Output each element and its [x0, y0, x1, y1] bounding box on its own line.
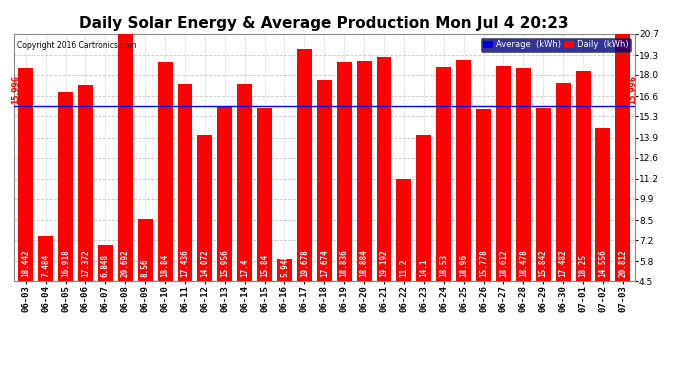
Text: 14.1: 14.1 — [420, 258, 428, 277]
Text: 15.956: 15.956 — [220, 249, 229, 277]
Text: 14.556: 14.556 — [598, 249, 607, 277]
Bar — [138, 219, 152, 281]
Text: 19.678: 19.678 — [300, 249, 309, 277]
Bar — [456, 60, 471, 281]
Bar — [157, 62, 172, 281]
Bar — [257, 108, 272, 281]
Text: 17.482: 17.482 — [559, 249, 568, 277]
Bar — [197, 135, 213, 281]
Bar — [317, 80, 332, 281]
Text: 17.372: 17.372 — [81, 249, 90, 277]
Text: 18.53: 18.53 — [440, 254, 449, 277]
Bar — [98, 245, 113, 281]
Bar — [416, 135, 431, 281]
Text: 6.848: 6.848 — [101, 254, 110, 277]
Bar — [297, 50, 312, 281]
Text: 18.25: 18.25 — [578, 254, 588, 277]
Bar — [476, 109, 491, 281]
Bar — [58, 92, 73, 281]
Text: 15.84: 15.84 — [260, 254, 269, 277]
Text: 14.072: 14.072 — [200, 249, 209, 277]
Text: 18.96: 18.96 — [459, 254, 468, 277]
Text: 16.918: 16.918 — [61, 249, 70, 277]
Bar — [277, 259, 292, 281]
Text: 18.442: 18.442 — [21, 249, 30, 277]
Bar — [397, 179, 411, 281]
Text: 18.478: 18.478 — [519, 249, 528, 277]
Legend: Average  (kWh), Daily  (kWh): Average (kWh), Daily (kWh) — [481, 38, 631, 52]
Bar — [496, 66, 511, 281]
Title: Daily Solar Energy & Average Production Mon Jul 4 20:23: Daily Solar Energy & Average Production … — [79, 16, 569, 31]
Text: 20.692: 20.692 — [121, 249, 130, 277]
Text: 18.84: 18.84 — [161, 254, 170, 277]
Bar — [516, 68, 531, 281]
Bar — [38, 236, 53, 281]
Bar — [436, 67, 451, 281]
Bar — [555, 83, 571, 281]
Text: 19.192: 19.192 — [380, 249, 388, 277]
Text: 15.842: 15.842 — [539, 249, 548, 277]
Bar — [18, 68, 33, 281]
Text: Copyright 2016 Cartronics.com: Copyright 2016 Cartronics.com — [17, 41, 137, 50]
Text: 18.836: 18.836 — [339, 249, 348, 277]
Text: 17.674: 17.674 — [319, 249, 329, 277]
Bar — [535, 108, 551, 281]
Bar — [615, 32, 631, 281]
Text: 7.484: 7.484 — [41, 254, 50, 277]
Text: 17.4: 17.4 — [240, 258, 249, 277]
Bar — [237, 84, 252, 281]
Text: 15.996: 15.996 — [11, 75, 20, 104]
Text: 18.884: 18.884 — [359, 249, 368, 277]
Text: 11.2: 11.2 — [400, 258, 408, 277]
Bar — [377, 57, 391, 281]
Bar — [118, 34, 132, 281]
Bar — [575, 71, 591, 281]
Bar — [595, 128, 611, 281]
Text: 5.948: 5.948 — [280, 254, 289, 277]
Text: 15.778: 15.778 — [479, 249, 488, 277]
Text: 18.612: 18.612 — [499, 249, 508, 277]
Bar — [357, 62, 372, 281]
Bar — [337, 62, 352, 281]
Text: 20.812: 20.812 — [618, 249, 627, 277]
Text: 8.56: 8.56 — [141, 258, 150, 277]
Text: 17.436: 17.436 — [181, 249, 190, 277]
Bar — [177, 84, 193, 281]
Text: 15.996: 15.996 — [629, 75, 638, 104]
Bar — [217, 106, 233, 281]
Bar — [78, 85, 93, 281]
